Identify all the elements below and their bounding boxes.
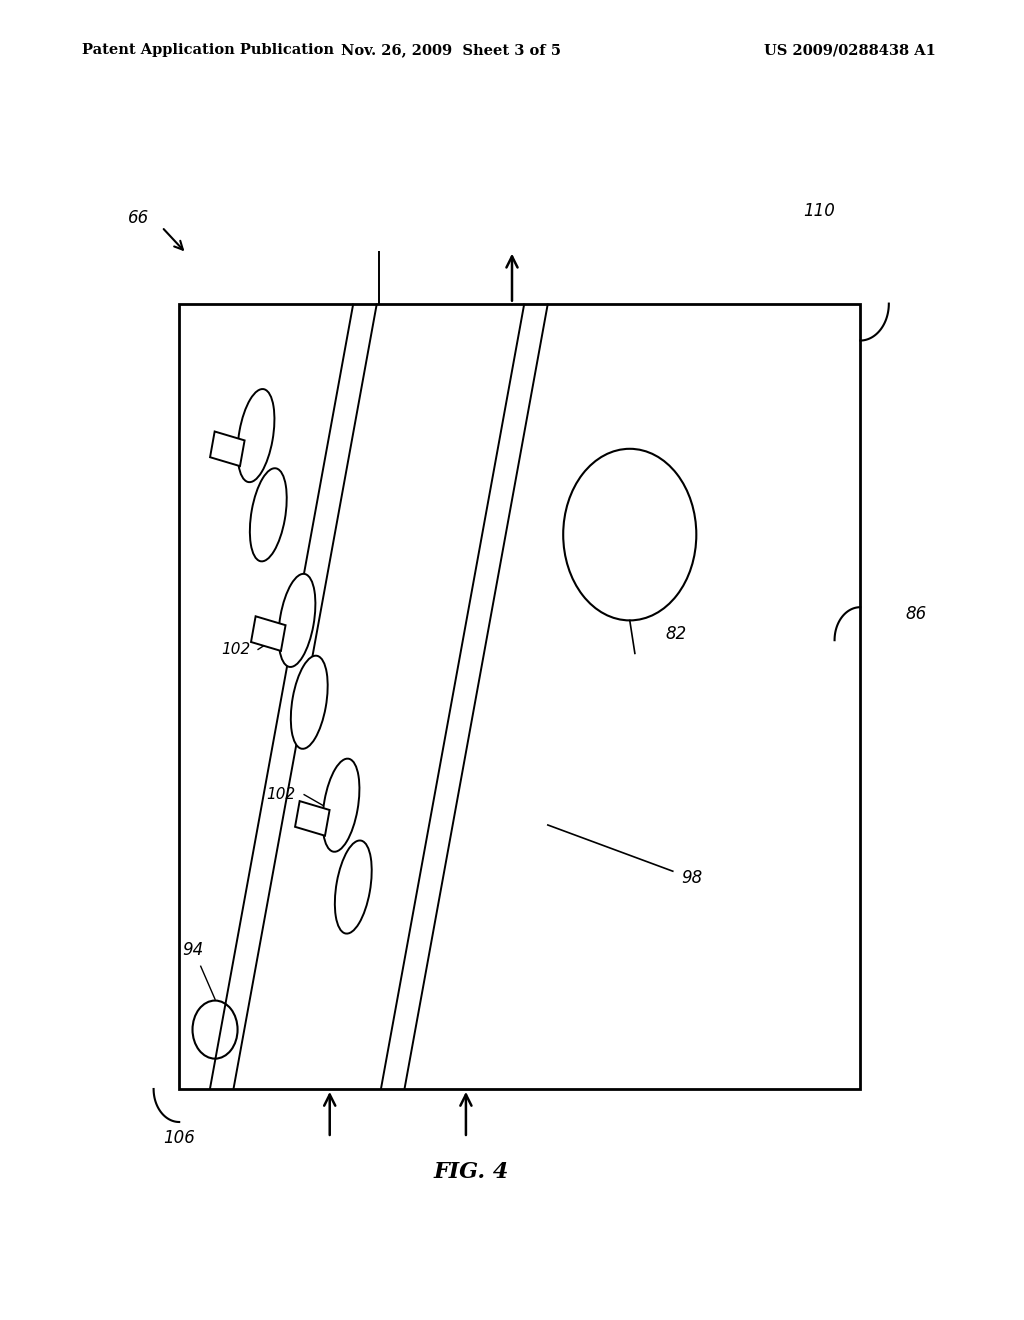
Text: Nov. 26, 2009  Sheet 3 of 5: Nov. 26, 2009 Sheet 3 of 5 — [341, 44, 560, 57]
Bar — [179, 304, 860, 1089]
Bar — [295, 801, 330, 836]
Text: 86: 86 — [906, 605, 927, 623]
Text: 110: 110 — [803, 202, 836, 220]
Text: FIG. 4: FIG. 4 — [433, 1162, 509, 1183]
Text: 106: 106 — [163, 1129, 196, 1147]
Ellipse shape — [250, 469, 287, 561]
Bar — [251, 616, 286, 651]
Bar — [210, 432, 245, 466]
Text: Patent Application Publication: Patent Application Publication — [82, 44, 334, 57]
Ellipse shape — [279, 574, 315, 667]
Text: 98: 98 — [681, 869, 702, 887]
Text: 102: 102 — [221, 642, 251, 657]
Ellipse shape — [291, 656, 328, 748]
Text: 82: 82 — [666, 624, 687, 643]
Ellipse shape — [323, 759, 359, 851]
Text: 66: 66 — [128, 209, 148, 227]
Ellipse shape — [335, 841, 372, 933]
Text: US 2009/0288438 A1: US 2009/0288438 A1 — [764, 44, 936, 57]
Ellipse shape — [238, 389, 274, 482]
Text: 102: 102 — [266, 787, 296, 803]
Text: 94: 94 — [182, 941, 203, 960]
